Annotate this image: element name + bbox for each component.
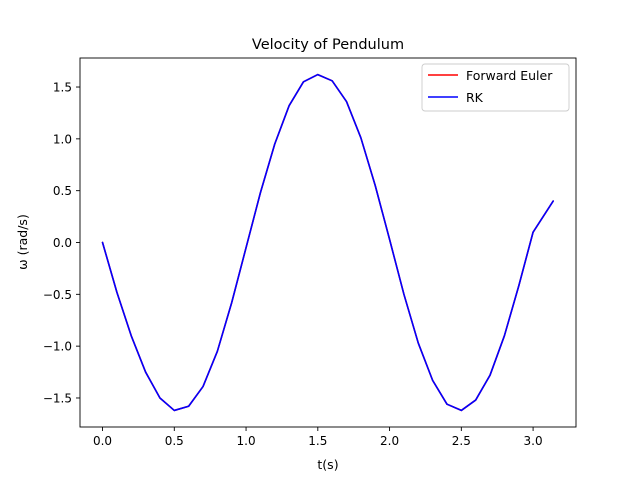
chart-title: Velocity of Pendulum	[252, 37, 404, 53]
x-tick-label: 2.5	[452, 434, 471, 448]
y-ticks: −1.5 −1.0 −0.5 0.0 0.5 1.0 1.5	[43, 81, 80, 405]
y-tick-label: 0.5	[53, 184, 72, 198]
x-tick-label: 0.0	[93, 434, 112, 448]
legend: Forward Euler RK	[421, 63, 570, 112]
x-tick-label: 1.5	[308, 434, 327, 448]
x-tick-label: 0.5	[165, 434, 184, 448]
y-tick-label: −1.0	[43, 340, 72, 354]
y-tick-label: 0.0	[53, 236, 72, 250]
x-axis-label: t(s)	[317, 457, 338, 472]
legend-label-forward-euler: Forward Euler	[466, 68, 553, 83]
x-tick-label: 1.0	[237, 434, 256, 448]
legend-label-rk: RK	[466, 90, 484, 105]
y-tick-label: 1.5	[53, 81, 72, 95]
y-tick-label: −0.5	[43, 288, 72, 302]
x-ticks: 0.0 0.5 1.0 1.5 2.0 2.5 3.0	[93, 427, 543, 448]
plot-area	[80, 58, 576, 427]
series-layer	[101, 73, 554, 412]
series-line-rk	[101, 73, 554, 412]
y-tick-label: −1.5	[43, 391, 72, 405]
x-tick-label: 2.0	[380, 434, 399, 448]
plot-frame	[79, 57, 577, 428]
x-tick-label: 3.0	[524, 434, 543, 448]
y-tick-label: 1.0	[53, 132, 72, 146]
y-axis-label: ω (rad/s)	[15, 214, 30, 270]
legend-box	[421, 63, 570, 112]
